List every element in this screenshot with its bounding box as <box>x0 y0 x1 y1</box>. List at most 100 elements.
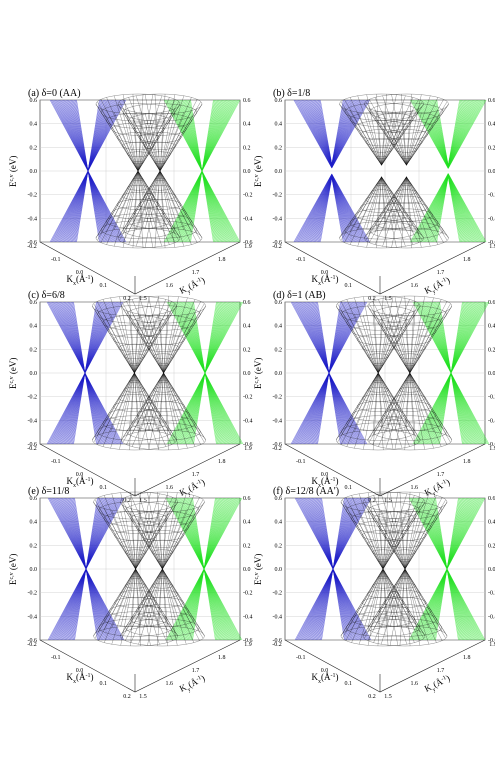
kx-tick: -0.2 <box>272 642 282 648</box>
band-panel-1: 0.6 0.6 0.4 0.4 0.2 0.2 0.0 0.0 -0.2 -0.2 -0.4 -0.4… <box>8 88 253 302</box>
y-tick-right: 0.4 <box>488 122 495 128</box>
y-tick-right: -0.4 <box>243 418 253 424</box>
black-cones <box>92 295 206 451</box>
ky-tick: 1.8 <box>218 459 226 465</box>
band-panel-2: 0.6 0.6 0.4 0.4 0.2 0.2 0.0 0.0 -0.2 -0.2 -0.4 -0.4… <box>253 88 495 302</box>
kx-tick: -0.2 <box>272 244 282 250</box>
kx-tick: -0.1 <box>51 459 61 465</box>
y-tick-right: 0.6 <box>488 300 495 306</box>
ky-axis-label: Ky(Å-1) <box>423 477 453 501</box>
kx-tick: -0.2 <box>27 446 37 452</box>
y-tick-right: -0.6 <box>488 240 495 246</box>
y-tick-right: -0.2 <box>243 193 253 199</box>
ky-tick: 1.9 <box>489 446 495 452</box>
y-tick-left: 0.0 <box>30 567 38 573</box>
ky-tick: 1.5 <box>139 498 147 504</box>
panel-label: (f) δ=12/8 (AA') <box>273 486 339 497</box>
y-tick-left: -0.2 <box>28 193 38 199</box>
ky-tick: 1.8 <box>218 655 226 661</box>
y-tick-right: 0.2 <box>243 145 251 151</box>
floor-edge <box>284 241 486 295</box>
y-tick-left: -0.4 <box>273 614 283 620</box>
kx-tick: -0.2 <box>27 244 37 250</box>
y-tick-left: -0.2 <box>273 395 283 401</box>
y-tick-left: -0.6 <box>273 638 283 644</box>
kx-tick: 0.2 <box>123 694 131 700</box>
y-tick-left: 0.6 <box>30 496 38 502</box>
y-tick-left: 0.6 <box>275 496 283 502</box>
kx-tick: -0.2 <box>27 642 37 648</box>
green-projection <box>165 497 243 641</box>
y-tick-right: 0.6 <box>488 496 495 502</box>
ky-tick: 1.9 <box>489 244 495 250</box>
kx-tick: 0.1 <box>345 283 353 289</box>
y-tick-left: -0.4 <box>28 614 38 620</box>
y-tick-left: -0.6 <box>28 638 38 644</box>
green-projection <box>163 99 241 243</box>
y-tick-right: -0.6 <box>488 638 495 644</box>
black-cones <box>340 491 448 647</box>
y-tick-right: -0.6 <box>243 240 253 246</box>
y-tick-left: -0.4 <box>273 216 283 222</box>
y-tick-right: 0.6 <box>243 300 251 306</box>
y-tick-left: 0.6 <box>30 98 38 104</box>
band-panel-4: 0.6 0.6 0.4 0.4 0.2 0.2 0.0 0.0 -0.2 -0.2 -0.4 -0.4… <box>253 290 495 504</box>
y-tick-right: -0.6 <box>243 638 253 644</box>
kx-tick: 0.1 <box>345 485 353 491</box>
ky-axis-label: Ky(Å-1) <box>423 275 453 299</box>
panel-label: (d) δ=1 (AB) <box>273 290 326 301</box>
green-projection <box>408 497 486 641</box>
kx-tick: 0.2 <box>368 498 376 504</box>
ky-tick: 1.6 <box>166 485 174 491</box>
panel-label: (e) δ=11/8 <box>28 486 69 497</box>
kx-tick: -0.1 <box>296 257 306 263</box>
y-axis-label: Ec,v (eV) <box>8 358 18 389</box>
y-axis-label: Ec,v (eV) <box>8 554 18 585</box>
y-axis-label: Ec,v (eV) <box>253 156 263 187</box>
ky-tick: 1.7 <box>192 472 200 478</box>
y-tick-right: -0.2 <box>243 591 253 597</box>
floor-edge <box>39 443 241 497</box>
y-tick-right: 0.2 <box>488 145 495 151</box>
y-tick-left: 0.0 <box>30 169 38 175</box>
kx-tick: 0.0 <box>321 270 329 276</box>
y-tick-left: -0.6 <box>273 240 283 246</box>
y-tick-right: 0.6 <box>243 496 251 502</box>
y-tick-left: -0.4 <box>28 418 38 424</box>
blue-projection <box>293 99 370 243</box>
y-tick-left: 0.4 <box>275 324 283 330</box>
y-tick-right: 0.6 <box>488 98 495 104</box>
y-tick-left: -0.2 <box>273 193 283 199</box>
y-tick-left: -0.2 <box>28 591 38 597</box>
y-tick-left: 0.6 <box>30 300 38 306</box>
y-tick-left: 0.0 <box>275 371 283 377</box>
y-tick-left: -0.6 <box>28 240 38 246</box>
y-tick-right: -0.2 <box>243 395 253 401</box>
kx-tick: 0.2 <box>123 296 131 302</box>
y-tick-left: 0.2 <box>30 543 38 549</box>
y-tick-right: 0.0 <box>243 567 251 573</box>
y-tick-right: -0.2 <box>488 193 495 199</box>
kx-axis-label: Kx(Å-1) <box>312 672 339 685</box>
panel-label: (b) δ=1/8 <box>273 88 310 99</box>
ky-tick: 1.9 <box>244 642 252 648</box>
ky-tick: 1.7 <box>437 472 445 478</box>
ky-tick: 1.9 <box>244 244 252 250</box>
y-tick-right: -0.2 <box>488 395 495 401</box>
y-tick-right: -0.4 <box>488 614 495 620</box>
ky-tick: 1.7 <box>437 668 445 674</box>
y-tick-left: 0.2 <box>275 347 283 353</box>
y-tick-left: -0.2 <box>28 395 38 401</box>
kx-tick: -0.1 <box>296 655 306 661</box>
y-tick-right: -0.2 <box>488 591 495 597</box>
green-projection <box>412 301 490 445</box>
y-tick-right: -0.4 <box>488 216 495 222</box>
ky-tick: 1.7 <box>192 270 200 276</box>
y-tick-left: -0.4 <box>28 216 38 222</box>
band-panel-5: 0.6 0.6 0.4 0.4 0.2 0.2 0.0 0.0 -0.2 -0.2 -0.4 -0.4… <box>8 486 253 700</box>
blue-projection <box>47 497 125 641</box>
kx-tick: 0.0 <box>76 270 84 276</box>
kx-tick: -0.1 <box>296 459 306 465</box>
black-cones <box>95 93 203 249</box>
kx-axis-label: Kx(Å-1) <box>67 274 94 287</box>
